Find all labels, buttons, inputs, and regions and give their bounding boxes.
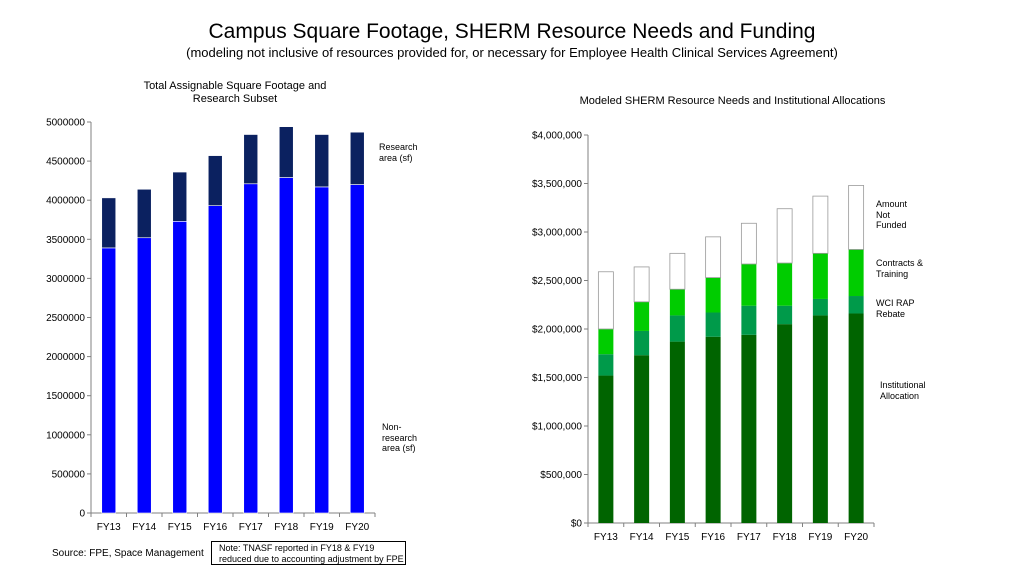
- x-tick-label: FY19: [310, 522, 334, 533]
- bar-fy14-contracts-training: [634, 301, 650, 331]
- source-text: Source: FPE, Space Management: [52, 548, 204, 559]
- bar-fy18-non-research-area-sf: [278, 177, 294, 514]
- bar-fy16-wci-rap-rebate: [705, 312, 721, 337]
- wci-rap-rebate-annotation: WCI RAP Rebate: [876, 298, 915, 319]
- bar-fy18-institutional-allocation: [777, 324, 793, 523]
- bar-fy13-non-research-area-sf: [101, 247, 117, 514]
- y-tick-label: 5000000: [46, 118, 85, 129]
- institutional-allocation-annotation: Institutional Allocation: [880, 380, 926, 401]
- x-tick-label: FY15: [168, 522, 192, 533]
- x-tick-label: FY14: [132, 522, 156, 533]
- contracts-training-annotation: Contracts & Training: [876, 258, 924, 279]
- bar-fy19-wci-rap-rebate: [812, 298, 828, 316]
- bar-fy14-amount-not-funded: [633, 266, 650, 303]
- y-tick-label: $2,500,000: [532, 276, 582, 287]
- bar-fy19-amount-not-funded: [812, 195, 829, 254]
- bar-fy15-research-area-sf: [172, 171, 188, 222]
- bar-fy19-institutional-allocation: [812, 315, 828, 523]
- bar-fy14-institutional-allocation: [634, 355, 650, 523]
- bar-fy16-amount-not-funded: [705, 236, 722, 278]
- bar-fy18-amount-not-funded: [776, 208, 793, 264]
- bar-fy20-institutional-allocation: [848, 313, 864, 523]
- bar-fy14-research-area-sf: [136, 188, 152, 239]
- bar-fy17-contracts-training: [741, 264, 757, 306]
- x-tick-label: FY13: [97, 522, 121, 533]
- bar-fy14-wci-rap-rebate: [634, 330, 650, 356]
- x-tick-label: FY19: [808, 532, 832, 543]
- bar-fy17-institutional-allocation: [741, 334, 757, 523]
- x-tick-label: FY15: [665, 532, 689, 543]
- y-tick-label: 1000000: [46, 430, 85, 441]
- bar-fy19-research-area-sf: [314, 134, 330, 188]
- bar-fy20-amount-not-funded: [848, 185, 865, 250]
- bar-fy15-non-research-area-sf: [172, 221, 188, 514]
- y-tick-label: $1,000,000: [532, 422, 582, 433]
- bar-fy20-non-research-area-sf: [349, 184, 365, 514]
- y-tick-label: 2000000: [46, 352, 85, 363]
- bar-fy13-amount-not-funded: [597, 271, 614, 330]
- y-tick-label: 2500000: [46, 313, 85, 324]
- x-tick-label: FY17: [239, 522, 263, 533]
- y-tick-label: 4500000: [46, 157, 85, 168]
- bar-fy14-non-research-area-sf: [136, 237, 152, 514]
- bar-fy16-non-research-area-sf: [207, 205, 223, 514]
- y-tick-label: $3,500,000: [532, 179, 582, 190]
- bar-fy19-non-research-area-sf: [314, 186, 330, 514]
- bar-fy19-contracts-training: [812, 253, 828, 299]
- bar-fy17-wci-rap-rebate: [741, 305, 757, 335]
- bar-fy17-amount-not-funded: [740, 222, 757, 265]
- y-tick-label: $0: [571, 519, 583, 530]
- right-chart-title: Modeled SHERM Resource Needs and Institu…: [579, 95, 886, 107]
- x-tick-label: FY17: [737, 532, 761, 543]
- bar-fy15-contracts-training: [669, 289, 685, 316]
- left-chart-title: Total Assignable Square Footage and Rese…: [143, 80, 327, 105]
- bar-fy18-research-area-sf: [278, 126, 294, 178]
- y-tick-label: $2,000,000: [532, 325, 582, 336]
- bar-fy13-research-area-sf: [101, 197, 117, 249]
- note-box: Note: TNASF reported in FY18 & FY19 redu…: [211, 541, 406, 565]
- bar-fy13-wci-rap-rebate: [598, 354, 614, 376]
- y-tick-label: 4000000: [46, 196, 85, 207]
- x-tick-label: FY20: [345, 522, 369, 533]
- bar-fy16-research-area-sf: [207, 155, 223, 206]
- amount-not-funded-annotation: Amount Not Funded: [876, 199, 908, 230]
- bar-fy15-institutional-allocation: [669, 341, 685, 523]
- bar-fy16-contracts-training: [705, 277, 721, 313]
- bar-fy18-contracts-training: [777, 263, 793, 306]
- y-tick-label: $500,000: [540, 470, 582, 481]
- bar-fy13-contracts-training: [598, 329, 614, 355]
- y-tick-label: 3500000: [46, 235, 85, 246]
- x-tick-label: FY20: [844, 532, 868, 543]
- x-tick-label: FY13: [594, 532, 618, 543]
- bar-fy16-institutional-allocation: [705, 336, 721, 523]
- page-title: Campus Square Footage, SHERM Resource Ne…: [208, 20, 816, 43]
- bar-fy17-research-area-sf: [243, 134, 259, 185]
- bar-fy20-wci-rap-rebate: [848, 296, 864, 314]
- y-tick-label: 3000000: [46, 274, 85, 285]
- bar-fy15-amount-not-funded: [669, 252, 686, 290]
- bar-fy13-institutional-allocation: [598, 375, 614, 523]
- y-tick-label: 500000: [52, 469, 86, 480]
- x-tick-label: FY16: [203, 522, 227, 533]
- bar-fy15-wci-rap-rebate: [669, 315, 685, 342]
- x-tick-label: FY14: [630, 532, 654, 543]
- bar-fy17-non-research-area-sf: [243, 183, 259, 514]
- y-tick-label: 1500000: [46, 391, 85, 402]
- y-tick-label: $3,000,000: [532, 228, 582, 239]
- y-tick-label: 0: [79, 509, 85, 520]
- x-tick-label: FY18: [773, 532, 797, 543]
- page-subtitle: (modeling not inclusive of resources pro…: [186, 45, 838, 60]
- non-research-area-annotation: Non-research area (sf): [382, 422, 418, 453]
- x-tick-label: FY18: [274, 522, 298, 533]
- research-area-annotation: Research area (sf): [379, 142, 418, 163]
- bar-fy18-wci-rap-rebate: [777, 305, 793, 325]
- x-tick-label: FY16: [701, 532, 725, 543]
- y-tick-label: $4,000,000: [532, 131, 582, 142]
- bar-fy20-contracts-training: [848, 249, 864, 297]
- y-tick-label: $1,500,000: [532, 373, 582, 384]
- bar-fy20-research-area-sf: [349, 131, 365, 185]
